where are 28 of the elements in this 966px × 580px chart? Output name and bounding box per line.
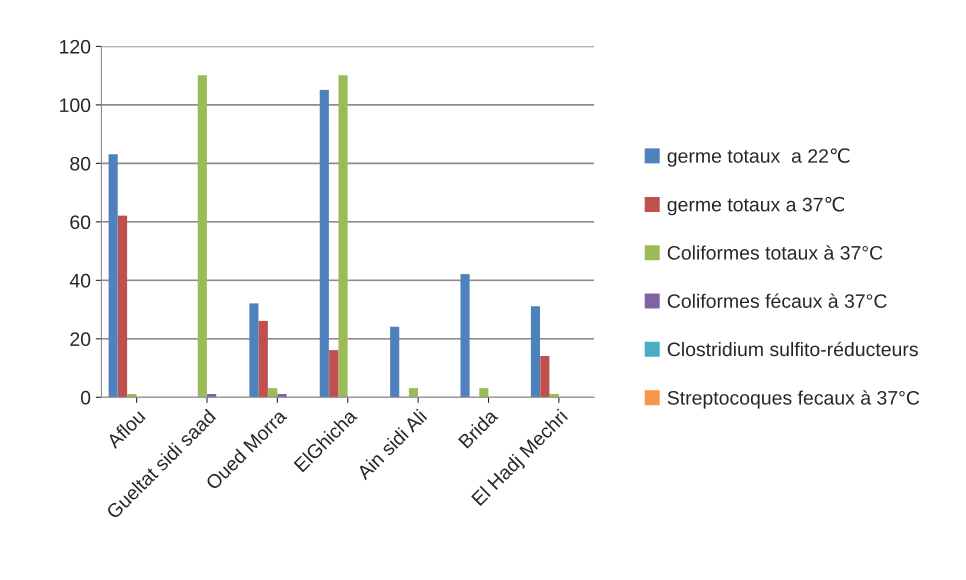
bar xyxy=(479,388,488,398)
bar xyxy=(390,326,400,398)
y-tick-label: 80 xyxy=(70,156,90,171)
legend-label: germe totaux a 22℃ xyxy=(668,148,850,167)
bar xyxy=(108,154,118,398)
y-tick-label: 40 xyxy=(70,274,90,288)
bar xyxy=(408,388,418,398)
legend-label: Coliformes fécaux à 37°C xyxy=(668,293,887,308)
bar xyxy=(118,216,128,398)
bar xyxy=(258,320,268,398)
y-tick-label: 60 xyxy=(70,215,90,230)
bar xyxy=(268,388,278,398)
bar xyxy=(530,306,540,398)
legend-label: Coliformes totaux à 37°C xyxy=(668,245,882,260)
bar xyxy=(249,303,258,398)
bar xyxy=(329,350,338,398)
bar xyxy=(338,75,348,398)
legend-label: germe totaux a 37℃ xyxy=(668,196,844,216)
legend-label: Clostridium sulfito-réducteurs xyxy=(668,342,918,356)
bar xyxy=(540,356,550,398)
y-tick-label: 20 xyxy=(70,332,90,346)
bar xyxy=(460,274,470,398)
y-tick-label: 120 xyxy=(60,40,90,54)
y-tick-label: 0 xyxy=(80,390,90,405)
legend-label: Streptocoques fecaux à 37°C xyxy=(668,390,920,409)
bar xyxy=(320,90,329,398)
bar xyxy=(198,75,207,398)
y-tick-label: 100 xyxy=(60,98,90,112)
